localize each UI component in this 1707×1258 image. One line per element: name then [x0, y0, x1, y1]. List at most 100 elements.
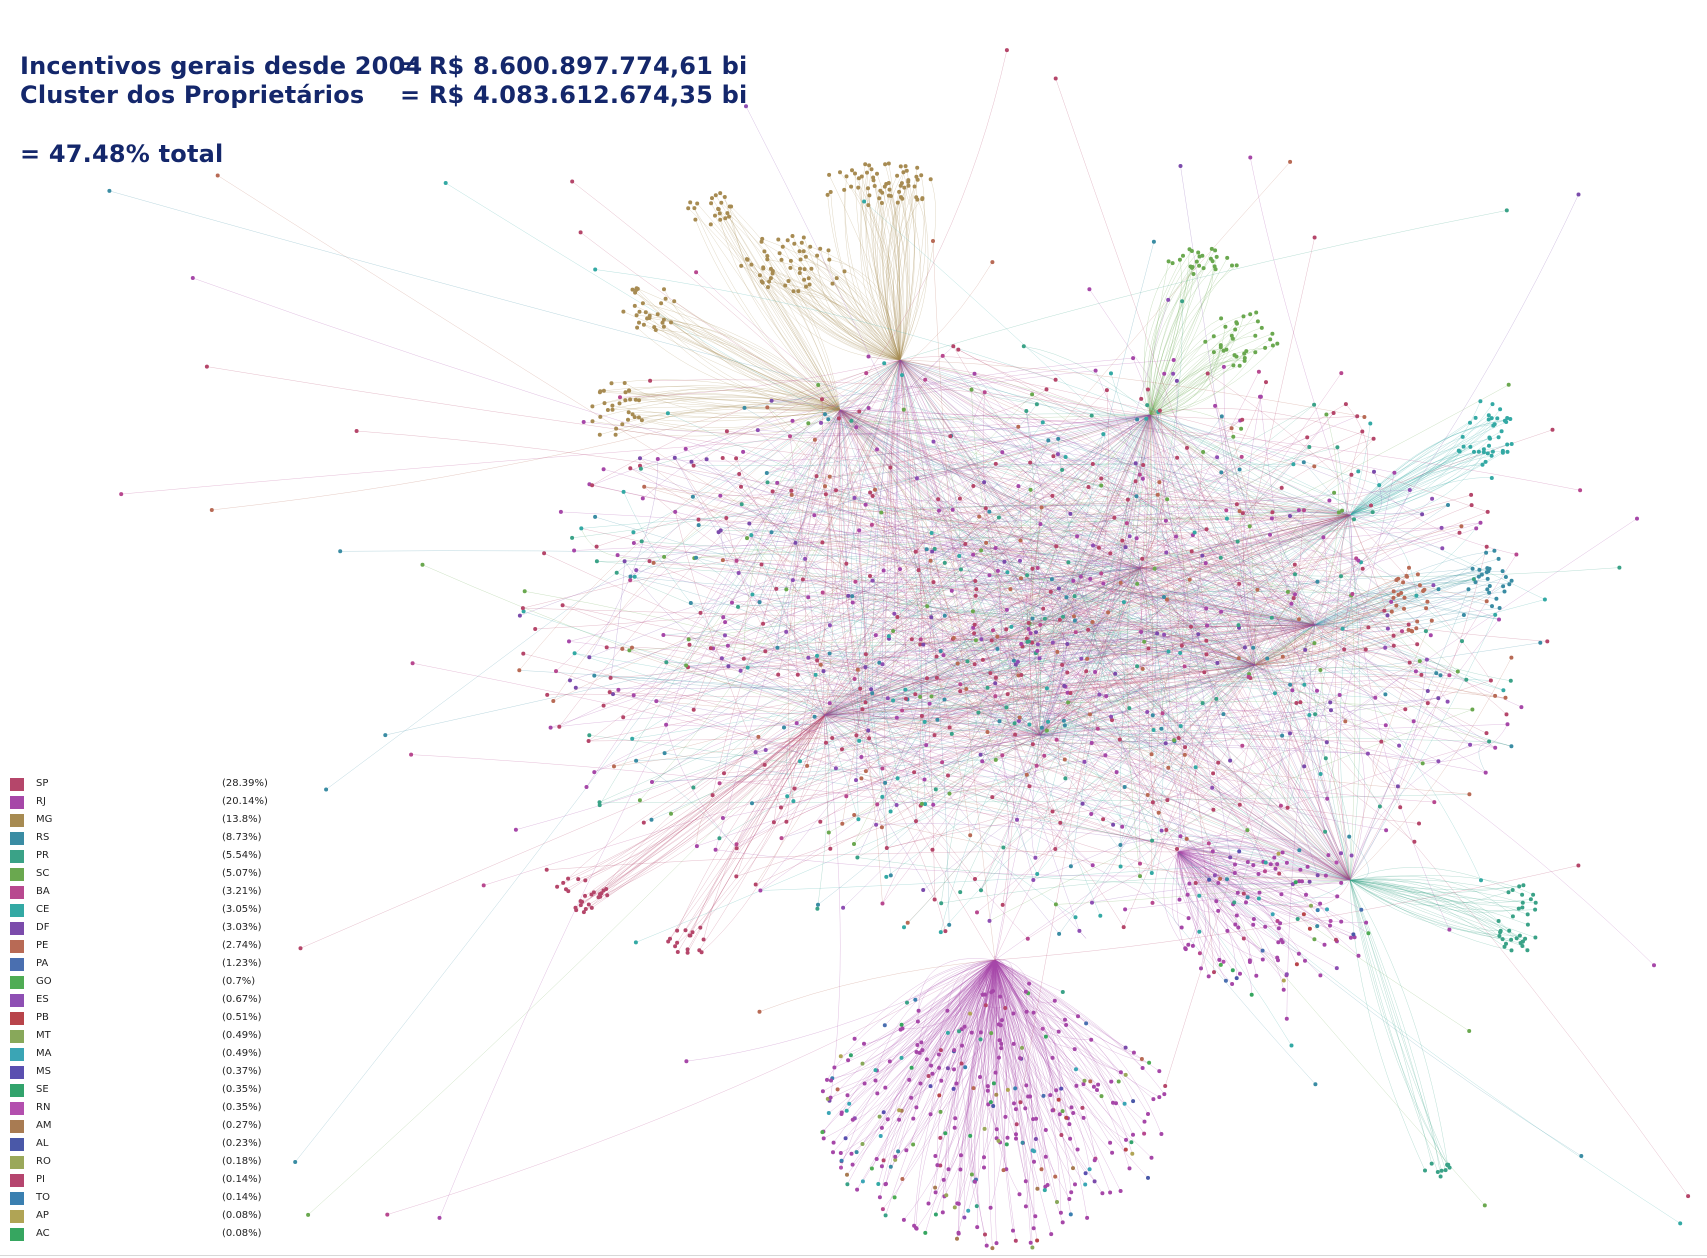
- graph-node: [713, 213, 717, 218]
- graph-node: [1509, 937, 1514, 942]
- graph-node: [1145, 793, 1150, 797]
- graph-node: [1089, 413, 1094, 418]
- graph-node: [820, 540, 825, 545]
- graph-node: [1296, 508, 1301, 513]
- graph-node: [994, 1092, 999, 1097]
- graph-node: [884, 846, 889, 850]
- graph-node: [1533, 900, 1538, 905]
- graph-node: [914, 476, 919, 481]
- graph-node: [593, 514, 598, 519]
- graph-node: [1336, 510, 1341, 515]
- legend-swatch: [10, 868, 24, 881]
- legend-state-label: PA: [36, 958, 49, 969]
- graph-node: [1248, 312, 1253, 317]
- graph-node: [886, 634, 891, 639]
- graph-node: [690, 930, 695, 935]
- graph-node: [1064, 1115, 1069, 1120]
- graph-node: [983, 1003, 988, 1008]
- graph-node: [1356, 558, 1361, 563]
- graph-node: [1012, 721, 1017, 726]
- graph-node: [1505, 449, 1510, 454]
- graph-node: [1520, 944, 1525, 948]
- graph-node: [1003, 1006, 1008, 1010]
- graph-node: [881, 1110, 886, 1115]
- graph-node: [1221, 712, 1226, 717]
- graph-node: [1017, 715, 1022, 720]
- graph-node: [1177, 257, 1182, 262]
- graph-node: [1340, 626, 1345, 631]
- graph-node: [1083, 1182, 1088, 1187]
- graph-node: [1578, 488, 1583, 493]
- graph-nodes: [107, 48, 1691, 1251]
- graph-node: [1459, 524, 1464, 529]
- graph-node: [1518, 941, 1523, 945]
- graph-node: [1050, 1108, 1055, 1113]
- graph-node: [1177, 897, 1182, 902]
- graph-node: [1347, 834, 1352, 839]
- graph-node: [1219, 316, 1224, 321]
- legend-swatch: [10, 1138, 24, 1151]
- graph-node: [898, 164, 903, 169]
- legend-percentage: (3.05%): [222, 904, 262, 915]
- graph-node: [608, 675, 613, 680]
- graph-node: [1014, 1136, 1018, 1141]
- graph-node: [945, 1030, 950, 1035]
- graph-node: [888, 465, 893, 470]
- graph-node: [1172, 738, 1177, 743]
- graph-node: [1085, 1215, 1090, 1220]
- graph-node: [1237, 802, 1242, 807]
- graph-node: [1141, 463, 1146, 467]
- graph-node: [578, 903, 583, 908]
- graph-node: [1118, 580, 1123, 585]
- legend-percentage: (1.23%): [222, 958, 262, 969]
- graph-node: [1134, 536, 1139, 541]
- graph-node: [1221, 364, 1226, 369]
- graph-node: [784, 819, 789, 824]
- graph-node: [1125, 497, 1130, 502]
- legend-state-label: RJ: [36, 796, 46, 807]
- graph-node: [598, 389, 603, 394]
- graph-node: [1488, 678, 1493, 683]
- graph-node: [655, 312, 660, 317]
- legend-state-label: SE: [36, 1084, 49, 1095]
- graph-node: [1456, 448, 1461, 453]
- graph-node: [968, 1133, 973, 1138]
- graph-node: [897, 189, 902, 194]
- graph-node: [1423, 1168, 1427, 1173]
- graph-node: [1179, 925, 1184, 930]
- graph-node: [1063, 776, 1068, 781]
- graph-node: [840, 821, 845, 826]
- graph-node: [1072, 618, 1077, 623]
- graph-node: [542, 551, 547, 556]
- graph-node: [838, 1151, 843, 1155]
- graph-node: [827, 623, 832, 628]
- graph-node: [885, 1117, 890, 1122]
- graph-node: [933, 1185, 938, 1190]
- graph-node: [583, 878, 588, 883]
- graph-node: [1424, 606, 1429, 611]
- graph-node: [832, 1065, 837, 1070]
- graph-node: [1263, 924, 1268, 929]
- graph-node: [875, 447, 879, 452]
- graph-node: [668, 936, 672, 941]
- legend-state-label: SP: [36, 778, 49, 789]
- graph-node: [765, 480, 770, 485]
- graph-node: [605, 408, 610, 412]
- graph-node: [913, 549, 918, 554]
- graph-node: [971, 484, 976, 488]
- graph-node: [1150, 900, 1155, 905]
- graph-node: [801, 235, 806, 240]
- graph-node: [830, 281, 835, 286]
- graph-node: [1196, 250, 1201, 255]
- graph-node: [852, 1036, 857, 1041]
- graph-node: [828, 846, 833, 851]
- graph-node: [1060, 467, 1065, 472]
- graph-node: [723, 216, 728, 221]
- graph-node: [1499, 429, 1504, 434]
- graph-edge-bundle: [445, 182, 1681, 1224]
- graph-node: [887, 187, 892, 192]
- graph-node: [1334, 860, 1339, 865]
- graph-node: [876, 1182, 881, 1186]
- graph-node: [1264, 380, 1268, 385]
- legend-state-label: PI: [36, 1174, 45, 1185]
